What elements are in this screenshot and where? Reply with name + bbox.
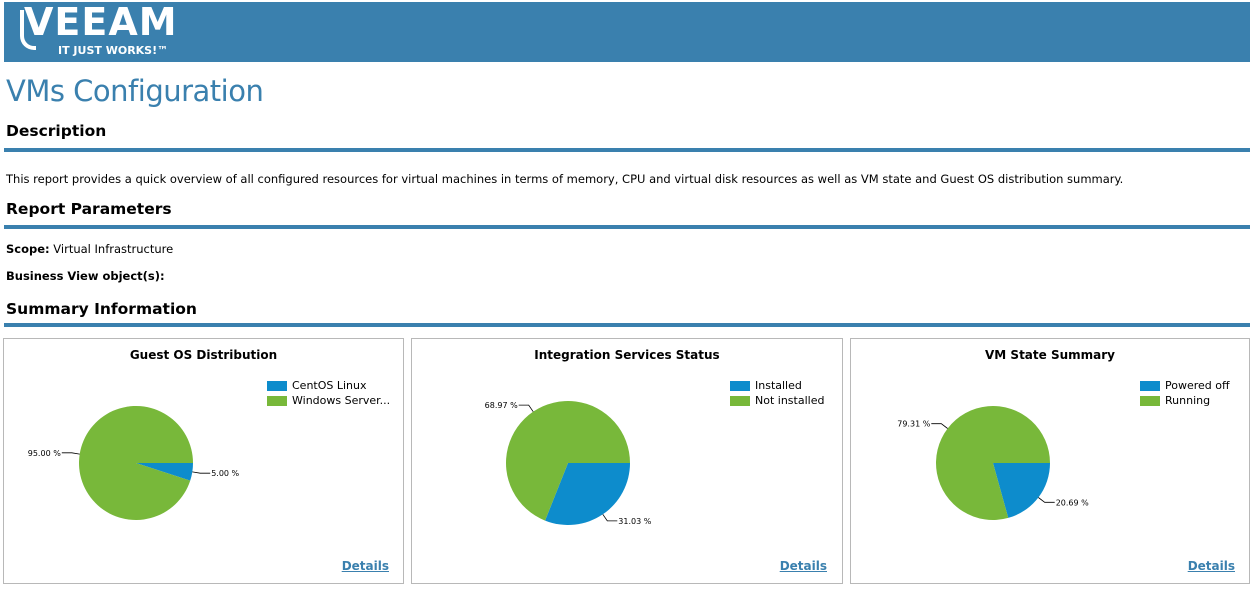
scope-value: Virtual Infrastructure <box>53 242 174 256</box>
logo-wordmark: VEEAM <box>24 0 178 44</box>
pie-slice <box>506 400 630 521</box>
details-link[interactable]: Details <box>1187 559 1235 573</box>
integration-services-pie-chart: 31.03 % 68.97 % <box>485 400 652 526</box>
details-link[interactable]: Details <box>779 559 827 573</box>
chart-title: VM State Summary <box>985 348 1115 362</box>
legend-swatch <box>1140 381 1160 391</box>
page-title: VMs Configuration <box>6 74 264 108</box>
header-banner: VEEAM IT JUST WORKS!™ <box>4 0 1250 62</box>
pie-data-label: 20.69 % <box>1056 498 1089 507</box>
chart-title: Guest OS Distribution <box>129 348 278 362</box>
summary-heading: Summary Information <box>6 300 197 318</box>
legend-swatch <box>730 396 750 406</box>
pie-slice <box>545 463 630 525</box>
legend-label: Powered off <box>1165 379 1230 392</box>
pie-leader-line <box>1038 497 1055 503</box>
pie-data-label: 31.03 % <box>618 517 651 526</box>
legend-label: Running <box>1165 394 1211 407</box>
legend-label: Not installed <box>755 394 825 407</box>
business-view-label: Business View object(s): <box>6 269 165 283</box>
pie-slice <box>993 463 1050 518</box>
pie-slice <box>136 463 193 481</box>
legend-label: CentOS Linux <box>292 379 367 392</box>
veeam-logo: VEEAM IT JUST WORKS!™ <box>18 0 178 60</box>
business-view-row: Business View object(s): <box>6 269 165 283</box>
parameters-divider <box>4 225 1250 229</box>
description-heading: Description <box>6 122 107 140</box>
description-text: This report provides a quick overview of… <box>6 172 1124 186</box>
legend-label: Windows Server... <box>292 394 391 407</box>
scope-label: Scope: <box>6 242 50 256</box>
chart-panel-guest-os: Guest OS Distribution 5.00 % 95.00 % Cent… <box>3 338 404 584</box>
report-parameters-heading: Report Parameters <box>6 200 172 218</box>
pie-data-label: 95.00 % <box>28 449 61 458</box>
pie-leader-line <box>61 452 80 455</box>
pie-data-label: 5.00 % <box>211 469 239 478</box>
pie-slice <box>79 405 194 520</box>
logo-hook-mark <box>20 10 36 50</box>
pie-leader-line <box>602 514 618 522</box>
pie-data-label: 68.97 % <box>485 401 518 410</box>
logo-tagline: IT JUST WORKS!™ <box>58 44 169 57</box>
scope-row: Scope: Virtual Infrastructure <box>6 242 173 256</box>
summary-divider <box>4 323 1250 327</box>
legend-label: Installed <box>755 379 802 392</box>
pie-data-label: 79.31 % <box>897 420 930 429</box>
chart-panel-vm-state: VM State Summary 20.69 % 79.31 % Powered … <box>850 338 1250 584</box>
details-link[interactable]: Details <box>341 559 389 573</box>
guest-os-pie-chart: 5.00 % 95.00 % <box>28 405 240 520</box>
legend-swatch <box>1140 396 1160 406</box>
pie-leader-line <box>192 471 211 474</box>
pie-leader-line <box>518 404 534 412</box>
pie-leader-line <box>931 423 948 429</box>
chart-panel-integration-services: Integration Services Status 31.03 % 68.97… <box>411 338 843 584</box>
chart-title: Integration Services Status <box>534 348 720 362</box>
description-divider <box>4 148 1250 152</box>
legend-swatch <box>267 396 287 406</box>
pie-slice <box>936 405 1050 520</box>
legend-swatch <box>267 381 287 391</box>
vm-state-pie-chart: 20.69 % 79.31 % <box>897 405 1089 520</box>
legend-swatch <box>730 381 750 391</box>
